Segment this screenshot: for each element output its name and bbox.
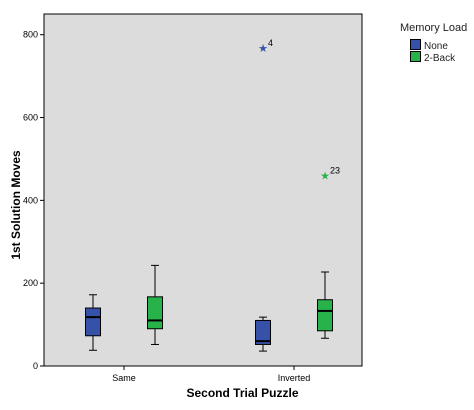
box-0-0 bbox=[85, 294, 101, 351]
legend-label-none: None bbox=[424, 41, 448, 52]
outlier-label: 4 bbox=[268, 38, 273, 48]
plot-area bbox=[43, 13, 363, 367]
legend-label-2back: 2-Back bbox=[424, 53, 456, 64]
y-tick-label: 0 bbox=[33, 361, 38, 371]
outlier-point: ★ bbox=[320, 170, 330, 183]
box-1-0 bbox=[147, 264, 163, 345]
x-tick-label: Inverted bbox=[278, 373, 311, 383]
x-tick-label: Same bbox=[112, 373, 136, 383]
legend-item-2back: 2-Back bbox=[410, 51, 455, 64]
y-tick-label: 200 bbox=[23, 278, 38, 288]
outlier-point: ★ bbox=[258, 42, 268, 55]
legend-swatch-none bbox=[410, 39, 421, 50]
y-tick-label: 400 bbox=[23, 195, 38, 205]
box-iqr bbox=[85, 307, 101, 337]
y-axis-title-wrap: 1st Solution Moves bbox=[2, 150, 23, 259]
y-tick-label: 600 bbox=[23, 113, 38, 123]
legend-item-none: None bbox=[410, 39, 448, 52]
legend-swatch-2back bbox=[410, 51, 421, 62]
box-iqr bbox=[317, 299, 333, 332]
box-iqr bbox=[255, 319, 271, 345]
legend-title: Memory Load bbox=[400, 22, 468, 34]
x-axis-title: Second Trial Puzzle bbox=[186, 386, 299, 400]
box-iqr bbox=[147, 296, 163, 330]
outlier-label: 23 bbox=[330, 166, 340, 176]
y-axis-title: 1st Solution Moves bbox=[9, 150, 23, 260]
box-1-1: ★ 23 bbox=[317, 166, 340, 339]
y-tick-label: 800 bbox=[23, 30, 38, 40]
box-0-1: ★ 4 bbox=[255, 38, 273, 352]
